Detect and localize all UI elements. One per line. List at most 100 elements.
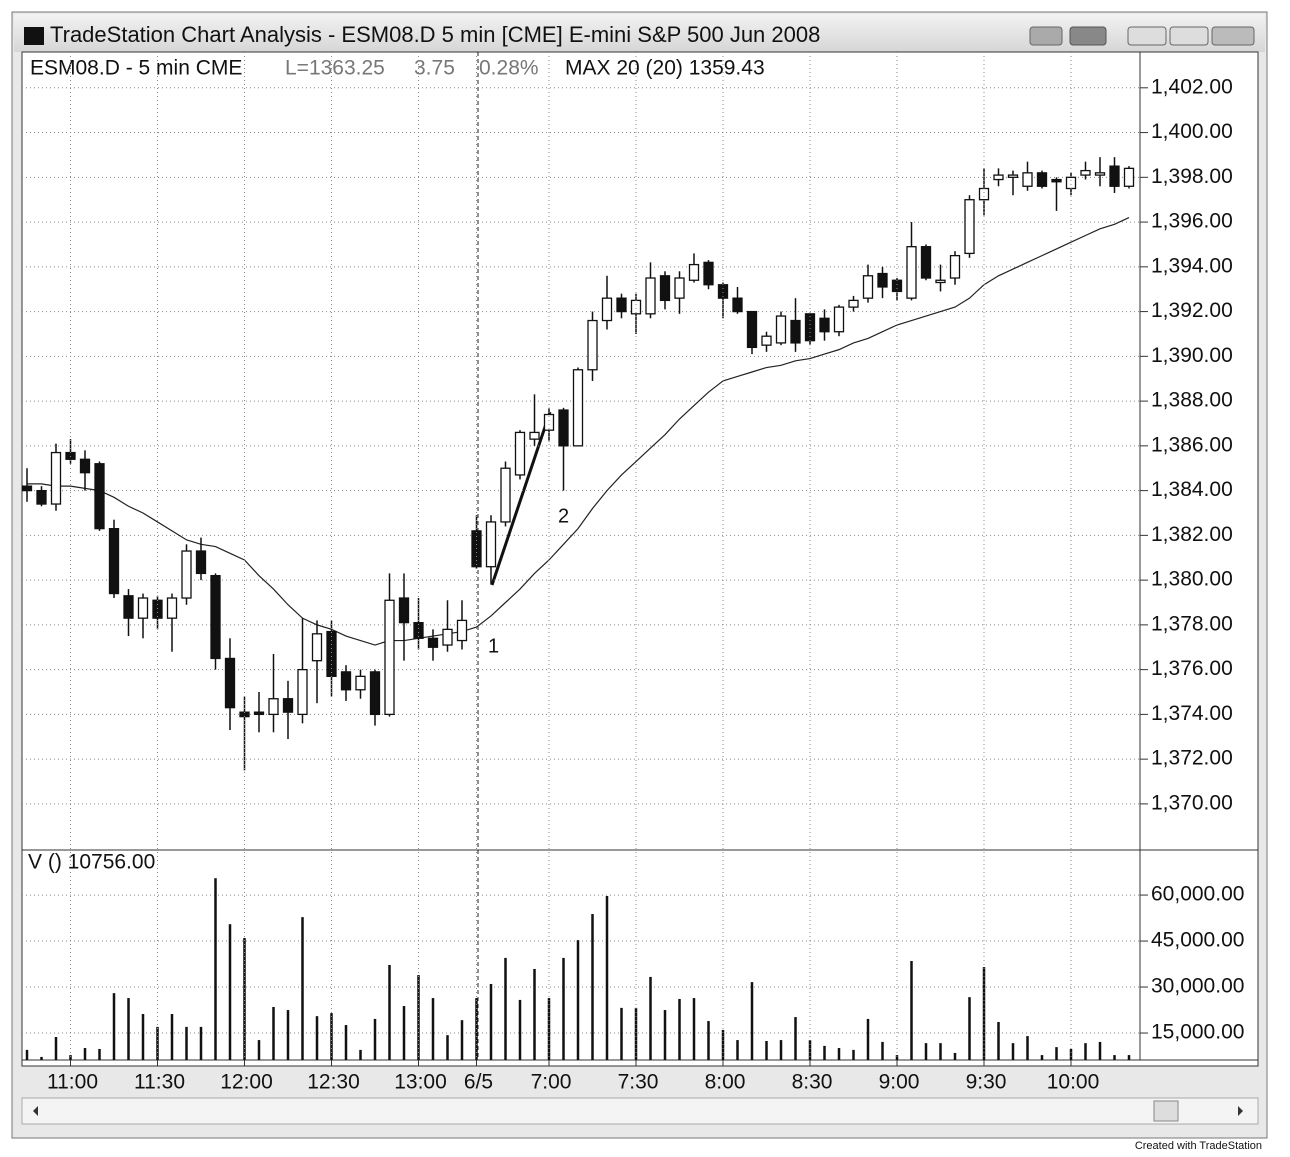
volume-bar [460, 1020, 464, 1060]
volume-bar [823, 1045, 826, 1060]
volume-bar [83, 1048, 87, 1060]
volume-bar [1127, 1055, 1131, 1060]
candle-body [355, 675, 366, 691]
volume-bar [127, 998, 130, 1060]
candle-body [398, 597, 410, 624]
volume-bar [649, 976, 652, 1060]
y-tick-label: 1,398.00 [1151, 165, 1233, 188]
volume-bar [504, 957, 507, 1060]
volume-bar [982, 967, 986, 1060]
candle-body [369, 671, 381, 716]
symbol-label: ESM08.D - 5 min CME [30, 57, 242, 80]
last-price: L=1363.25 [285, 57, 385, 80]
volume-bar [779, 1040, 783, 1060]
candle-body [688, 263, 700, 281]
candle-body [1007, 174, 1019, 178]
candle-body [645, 277, 656, 315]
candle-body [862, 275, 874, 299]
candle-body [340, 671, 352, 691]
candle-body [703, 261, 714, 286]
indicator-label: MAX 20 (20) 1359.43 [565, 57, 765, 80]
x-tick-label: 8:00 [705, 1071, 746, 1094]
volume-bar [591, 914, 594, 1060]
x-tick-label: 7:30 [618, 1071, 659, 1094]
footer: Created with TradeStation [1135, 1140, 1262, 1152]
volume-bar [1026, 1036, 1029, 1060]
y-tick-label: 15,000.00 [1151, 1021, 1244, 1044]
candle-body [732, 297, 743, 313]
symbol-button[interactable] [1029, 26, 1063, 46]
volume-bar [199, 1026, 203, 1060]
volume-bar [1040, 1055, 1044, 1060]
volume-bar [315, 1016, 319, 1060]
candle-body [500, 467, 511, 523]
x-tick-label: 6/5 [464, 1071, 493, 1094]
candle-body [906, 246, 917, 299]
volume-bar [837, 1048, 841, 1060]
x-tick-label: 11:00 [47, 1071, 98, 1094]
candle-body [746, 310, 758, 349]
scroll-right[interactable] [1238, 1106, 1243, 1116]
maximize-button[interactable] [1169, 26, 1209, 46]
volume-bar [388, 964, 391, 1060]
y-tick-label: 30,000.00 [1151, 975, 1244, 998]
volume-bar [141, 1014, 145, 1060]
y-tick-label: 1,376.00 [1151, 657, 1233, 680]
volume-bar [185, 1026, 188, 1060]
volume-bar [98, 1048, 101, 1060]
volume-bar [518, 999, 522, 1060]
volume-bar [402, 1006, 406, 1060]
candle-body [253, 711, 265, 716]
y-tick-label: 1,388.00 [1151, 389, 1233, 412]
candle-body [775, 315, 787, 344]
volume-bar [895, 1055, 899, 1060]
y-tick-label: 1,402.00 [1151, 75, 1233, 98]
candle-body [166, 597, 178, 619]
volume-bar [489, 983, 493, 1060]
volume-bar [1011, 1043, 1015, 1060]
volume-bar [866, 1018, 870, 1060]
candle-body [993, 174, 1004, 181]
volume-bar [214, 878, 217, 1060]
candle-body [761, 335, 772, 346]
volume-bar [1055, 1047, 1058, 1060]
minimize-button[interactable] [1127, 26, 1167, 46]
volume-bar [257, 1040, 261, 1060]
net-change: 3.75 [414, 57, 455, 80]
candle-body [572, 369, 584, 447]
volume-bar [562, 957, 565, 1060]
annotation: 2 [558, 505, 569, 527]
volume-bar [373, 1018, 377, 1060]
candle-body [94, 463, 105, 530]
candle-body [1036, 172, 1048, 187]
candle-body [558, 409, 569, 447]
volume-bar [576, 940, 580, 1060]
volume-bar [692, 998, 696, 1060]
scroll-left[interactable] [33, 1106, 38, 1116]
volume-bar [475, 998, 478, 1060]
x-tick-label: 11:30 [134, 1071, 185, 1094]
candle-body [413, 621, 424, 639]
candle-body [630, 299, 642, 315]
candle-body [50, 451, 62, 505]
volume-bar [852, 1049, 855, 1060]
volume-bar [881, 1041, 884, 1060]
interval-button[interactable] [1069, 26, 1107, 46]
x-tick-label: 12:30 [307, 1071, 360, 1094]
candle-body [456, 619, 468, 642]
candle-body [65, 451, 76, 460]
y-tick-label: 1,396.00 [1151, 210, 1233, 233]
candle-body [181, 550, 192, 599]
x-tick-label: 10:00 [1047, 1071, 1100, 1094]
y-tick-label: 1,392.00 [1151, 299, 1233, 322]
close-button[interactable] [1211, 26, 1255, 46]
scrollbar[interactable] [21, 1097, 1259, 1125]
candle-body [935, 279, 946, 284]
candle-body [514, 431, 526, 476]
x-tick-label: 12:00 [220, 1071, 273, 1094]
volume-bar [997, 1021, 1000, 1060]
scroll-thumb[interactable] [1153, 1100, 1179, 1122]
candle-body [137, 597, 149, 619]
volume-bar [344, 1025, 348, 1060]
candle-body [442, 628, 453, 646]
